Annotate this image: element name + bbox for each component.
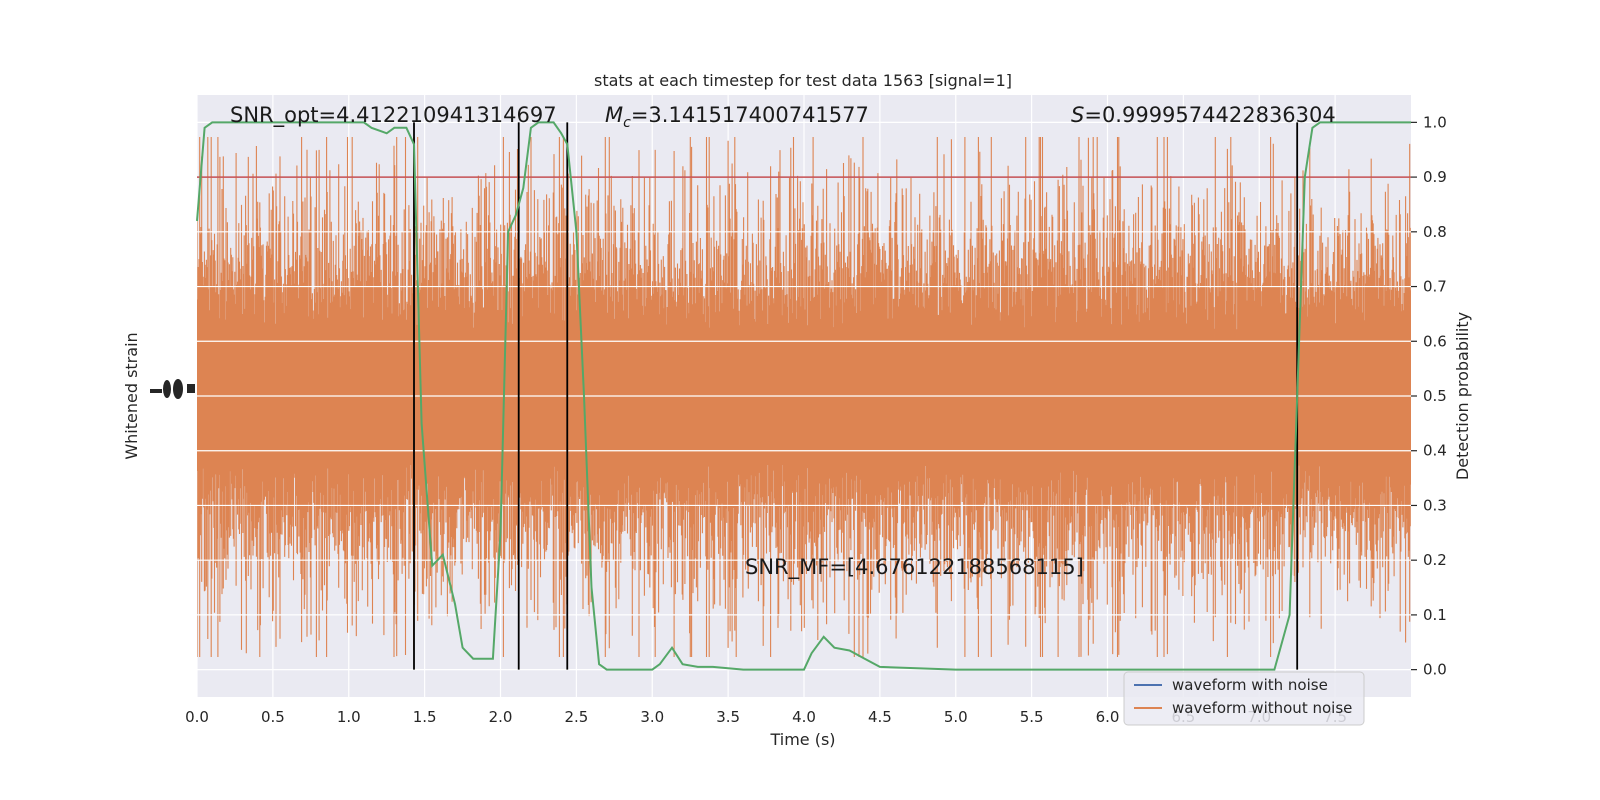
y-right-tick-label: 0.9 xyxy=(1423,168,1447,186)
x-tick-label: 3.0 xyxy=(640,708,664,726)
chart-title: stats at each timestep for test data 156… xyxy=(594,71,1012,90)
snr-opt-annotation: SNR_opt=4.412210941314697 xyxy=(230,103,557,128)
x-tick-label: 0.0 xyxy=(185,708,209,726)
x-axis-label: Time (s) xyxy=(769,730,835,749)
y-right-tick-label: 0.1 xyxy=(1423,606,1447,624)
y-right-ticks: 0.0 0.1 0.2 0.3 0.4 0.5 0.6 0.7 0.8 0.9 1.0 xyxy=(1411,113,1447,679)
y-right-tick-label: 0.7 xyxy=(1423,278,1447,296)
snr-mf-annotation: SNR_MF=[4.676122188568115] xyxy=(745,555,1084,580)
y-right-tick-label: 1.0 xyxy=(1423,113,1447,131)
x-tick-label: 2.5 xyxy=(564,708,588,726)
x-tick-label: 3.5 xyxy=(716,708,740,726)
x-tick-label: 2.0 xyxy=(489,708,513,726)
legend-box xyxy=(1123,671,1365,726)
y-right-tick-label: 0.3 xyxy=(1423,496,1447,514)
mc-value: =3.141517400741577 xyxy=(631,103,869,127)
mc-subscript: c xyxy=(623,115,631,131)
y-right-tick-label: 0.0 xyxy=(1423,661,1447,679)
y-right-axis-label: Detection probability xyxy=(1453,312,1472,480)
x-tick-label: 4.0 xyxy=(792,708,816,726)
s-symbol: S xyxy=(1071,103,1084,127)
y-right-tick-label: 0.6 xyxy=(1423,332,1447,350)
chirp-mass-annotation: Mc=3.141517400741577 xyxy=(605,103,869,131)
x-tick-label: 6.0 xyxy=(1096,708,1120,726)
y-right-tick-label: 0.5 xyxy=(1423,387,1447,405)
y-right-tick-label: 0.4 xyxy=(1423,442,1447,460)
legend-entry-with-noise: waveform with noise xyxy=(1172,676,1328,694)
legend-entry-without-noise: waveform without noise xyxy=(1172,699,1352,717)
mc-symbol: M xyxy=(605,103,623,127)
gridlines-overlay xyxy=(197,121,1411,671)
y-left-axis-label: Whitened strain xyxy=(122,332,141,459)
y-right-tick-label: 0.8 xyxy=(1423,223,1447,241)
x-tick-label: 5.0 xyxy=(944,708,968,726)
overlap-annotation: S=0.9999574422836304 xyxy=(1071,103,1336,127)
x-tick-label: 5.5 xyxy=(1020,708,1044,726)
detection-probability-line xyxy=(196,121,1411,671)
y-right-tick-label: 0.2 xyxy=(1423,551,1447,569)
x-tick-label: 1.0 xyxy=(337,708,361,726)
legend: waveform with noise waveform without noi… xyxy=(1123,671,1365,726)
x-tick-label: 1.5 xyxy=(413,708,437,726)
x-tick-label: 0.5 xyxy=(261,708,285,726)
x-tick-label: 4.5 xyxy=(868,708,892,726)
waveform-body xyxy=(197,330,1411,465)
left-axis-ticks-blob xyxy=(150,379,195,399)
s-value: =0.9999574422836304 xyxy=(1084,103,1335,127)
